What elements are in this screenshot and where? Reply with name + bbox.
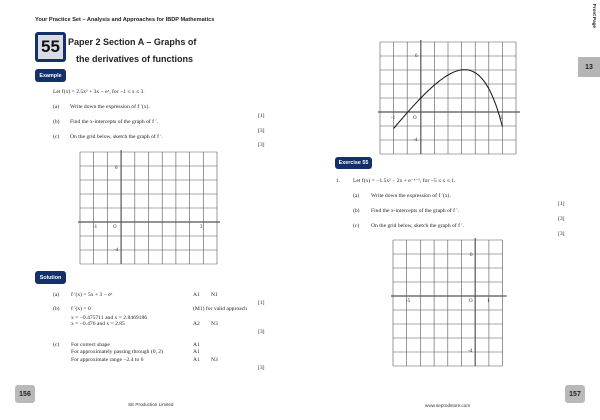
exercise-label: Exercise 55	[335, 157, 372, 169]
y-label: 6	[470, 253, 473, 258]
y-label: -4	[114, 248, 119, 253]
y-label: 6	[115, 166, 118, 171]
x-label: 3	[200, 225, 203, 230]
page-title-line2: the derivatives of functions	[76, 54, 194, 64]
example-grid: -1 O 3 6 -4	[78, 150, 220, 265]
page-number: 156	[15, 385, 35, 403]
part-label: (a)	[53, 104, 60, 110]
example-stem: Let f(x) = 2.5x² + 3x − eˣ, for −1 ≤ x ≤…	[53, 89, 145, 95]
question-number: 1.	[336, 178, 341, 184]
solution-marks: [3]	[258, 365, 265, 371]
page-title-line1: Paper 2 Section A – Graphs of	[68, 37, 197, 47]
footer: www.seprodstore.com	[425, 403, 471, 408]
part-text: Write down the expression of f ′(x).	[70, 104, 150, 110]
part-text: On the grid below, sketch the graph of f…	[371, 223, 464, 229]
part-text: Find the x-intercepts of the graph of f …	[70, 119, 159, 125]
part-label: (b)	[53, 119, 60, 125]
solution-part-label: (b)	[53, 306, 60, 312]
mark-code: N1	[211, 292, 218, 298]
origin-label: O	[413, 116, 417, 121]
solution-line: x = −0.476 and x = 2.85	[71, 321, 125, 327]
mark-code: A1	[193, 342, 200, 348]
derivative-curve	[393, 69, 503, 129]
part-text: Write down the expression of f ′(x).	[371, 193, 451, 199]
part-label: (b)	[353, 208, 360, 214]
solution-line: f ′(x) = 0	[71, 306, 91, 312]
x-label: -1	[93, 225, 98, 230]
chapter-tab[interactable]: 13	[578, 57, 600, 77]
part-marks: [3]	[558, 216, 565, 222]
chapter-number: 55	[38, 35, 63, 59]
x-label: -1	[391, 116, 396, 121]
origin-label: O	[113, 225, 117, 230]
mark-code: A1	[193, 292, 200, 298]
part-text: On the grid below, sketch the graph of f…	[70, 134, 163, 140]
page-number: 157	[565, 385, 585, 403]
solution-line: f ′(x) = 5x + 3 − eˣ	[71, 292, 113, 298]
mark-code: N3	[211, 357, 218, 363]
solution-line: For approximately passing through (0, 2)	[71, 349, 163, 355]
solution-label: Solution	[35, 271, 66, 284]
exercise-grid: -5 O 1 6 -4	[391, 238, 507, 367]
running-header: Your Practice Set – Analysis and Approac…	[35, 17, 215, 23]
x-label: 1	[487, 299, 490, 304]
solution-part-label: (a)	[53, 292, 60, 298]
solution-marks: [3]	[258, 329, 265, 335]
chapter-badge: 55	[35, 32, 66, 62]
solution-part-label: (c)	[53, 342, 60, 348]
part-text: Find the x-intercepts of the graph of f …	[371, 208, 460, 214]
y-label: -4	[468, 349, 473, 354]
y-label: -4	[413, 138, 418, 143]
part-marks: [1]	[558, 201, 565, 207]
mark-code: A1	[193, 349, 200, 355]
part-marks: [1]	[258, 113, 265, 119]
part-label: (a)	[353, 193, 360, 199]
part-marks: [3]	[558, 231, 565, 237]
exercise-stem: Let f(x) = −1.5x² − 2x + e⁻ˣ⁻¹, for −5 ≤…	[353, 178, 456, 184]
x-label: -5	[406, 299, 411, 304]
mark-code: (M1) for valid approach	[193, 306, 247, 312]
solution-line: For correct shape	[71, 342, 110, 348]
solution-marks: [1]	[258, 300, 265, 306]
part-label: (c)	[353, 223, 360, 229]
x-label: 3	[500, 116, 503, 121]
solution-line: For approximate range −2.4 to 6	[71, 357, 144, 363]
side-tab[interactable]: Front Page	[592, 4, 597, 28]
example-label: Example	[35, 69, 66, 82]
mark-code: N3	[211, 321, 218, 327]
mark-code: A2	[193, 321, 200, 327]
y-label: 6	[415, 54, 418, 59]
part-marks: [3]	[258, 142, 265, 148]
origin-label: O	[469, 299, 473, 304]
part-label: (c)	[53, 134, 60, 140]
mark-code: A1	[193, 357, 200, 363]
solution-line: x = −0.475711 and x = 2.8469186	[71, 315, 148, 321]
footer: SE Production Limited	[128, 402, 174, 407]
solution-graph: -1 O 3 6 -4	[378, 40, 520, 155]
part-marks: [3]	[258, 128, 265, 134]
